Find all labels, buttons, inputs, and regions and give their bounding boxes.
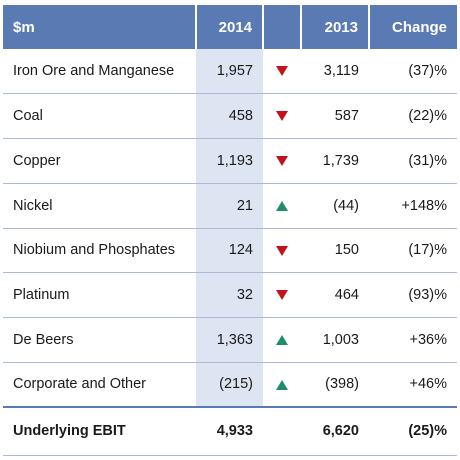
trend-cell — [263, 317, 301, 363]
table-row: Nickel 21 (44) +148% — [3, 183, 457, 229]
triangle-up-icon — [276, 335, 288, 346]
change-value: (22)% — [369, 93, 457, 139]
table-row: Platinum 32 464 (93)% — [3, 272, 457, 318]
segment-name: Copper — [3, 138, 196, 184]
triangle-up-icon — [276, 379, 288, 390]
trend-cell — [263, 183, 301, 229]
total-indicator — [263, 407, 301, 456]
segment-name: Niobium and Phosphates — [3, 228, 196, 274]
value-2013: 587 — [301, 93, 369, 139]
table-row: Corporate and Other (215) (398) +46% — [3, 362, 457, 408]
value-2013: (44) — [301, 183, 369, 229]
value-2014: 124 — [196, 228, 263, 274]
total-2013: 6,620 — [301, 407, 369, 456]
value-2014: 32 — [196, 272, 263, 318]
value-2013: 150 — [301, 228, 369, 274]
table-row: Copper 1,193 1,739 (31)% — [3, 138, 457, 184]
header-2014: 2014 — [196, 5, 264, 49]
trend-cell — [263, 272, 301, 318]
trend-cell — [263, 93, 301, 139]
triangle-down-icon — [276, 290, 288, 301]
value-2013: 464 — [301, 272, 369, 318]
triangle-down-icon — [276, 156, 288, 167]
total-2014: 4,933 — [196, 407, 263, 456]
header-change: Change — [369, 5, 457, 49]
header-2013: 2013 — [301, 5, 370, 49]
trend-cell — [263, 228, 301, 274]
value-2014: (215) — [196, 362, 263, 408]
segment-name: Coal — [3, 93, 196, 139]
total-row: Underlying EBIT 4,933 6,620 (25)% — [3, 407, 457, 456]
trend-cell — [263, 49, 301, 95]
table-row: De Beers 1,363 1,003 +36% — [3, 317, 457, 363]
trend-cell — [263, 362, 301, 408]
table-row: Coal 458 587 (22)% — [3, 93, 457, 139]
change-value: (37)% — [369, 49, 457, 95]
value-2014: 458 — [196, 93, 263, 139]
table-row: Niobium and Phosphates 124 150 (17)% — [3, 228, 457, 274]
change-value: +36% — [369, 317, 457, 363]
ebit-table: $m 2014 2013 Change Iron Ore and Mangane… — [3, 5, 457, 456]
header-indicator — [263, 5, 302, 49]
table-row: Iron Ore and Manganese 1,957 3,119 (37)% — [3, 49, 457, 95]
total-change: (25)% — [369, 407, 457, 456]
change-value: (17)% — [369, 228, 457, 274]
value-2013: 3,119 — [301, 49, 369, 95]
change-value: (31)% — [369, 138, 457, 184]
total-label: Underlying EBIT — [3, 407, 196, 456]
value-2014: 1,957 — [196, 49, 263, 95]
triangle-down-icon — [276, 245, 288, 256]
segment-name: Corporate and Other — [3, 362, 196, 408]
table-body: Iron Ore and Manganese 1,957 3,119 (37)% Coa… — [3, 49, 457, 456]
change-value: +148% — [369, 183, 457, 229]
segment-name: Nickel — [3, 183, 196, 229]
table-header-row: $m 2014 2013 Change — [3, 5, 457, 49]
value-2013: 1,003 — [301, 317, 369, 363]
value-2014: 1,363 — [196, 317, 263, 363]
trend-cell — [263, 138, 301, 184]
triangle-up-icon — [276, 200, 288, 211]
segment-name: Iron Ore and Manganese — [3, 49, 196, 95]
segment-name: De Beers — [3, 317, 196, 363]
value-2014: 1,193 — [196, 138, 263, 184]
value-2013: 1,739 — [301, 138, 369, 184]
value-2014: 21 — [196, 183, 263, 229]
value-2013: (398) — [301, 362, 369, 408]
segment-name: Platinum — [3, 272, 196, 318]
triangle-down-icon — [276, 111, 288, 122]
header-segment: $m — [3, 5, 197, 49]
triangle-down-icon — [276, 66, 288, 77]
change-value: +46% — [369, 362, 457, 408]
change-value: (93)% — [369, 272, 457, 318]
